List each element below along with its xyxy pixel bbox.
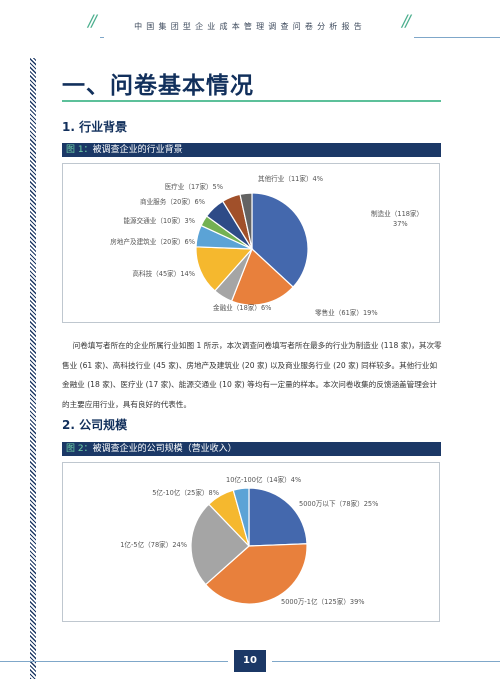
scale-pie-chart: 5000万以下（78家）25% 5000万-1亿（125家）39% 1亿-5亿（78… — [120, 475, 378, 606]
header-rule-left — [100, 37, 104, 38]
subsection-title-industry: 1. 行业背景 — [62, 120, 128, 134]
subsection-title-scale: 2. 公司规模 — [62, 418, 128, 432]
figure-1-panel: 制造业（118家） 37% 零售业（61家）19% 金融业（18家）6% 高科技（45家… — [62, 163, 440, 323]
section-title-rule — [62, 100, 441, 102]
scale-slice-0 — [248, 487, 308, 547]
section-title: 一、问卷基本情况 — [62, 73, 254, 99]
figure-1-caption: 被调查企业的行业背景 — [92, 145, 183, 155]
figure-1-caption-bar: 图 1：被调查企业的行业背景 — [62, 143, 441, 157]
header-title: 中国集团型企业成本管理调查问卷分析报告 — [134, 22, 366, 31]
scale-label-2: 1亿-5亿（78家）24% — [120, 540, 187, 549]
scale-label-1: 5000万-1亿（125家）39% — [281, 597, 365, 606]
industry-label-4: 房地产及建筑业（20家）6% — [110, 237, 195, 246]
industry-label-6: 商业服务（20家）6% — [140, 197, 205, 206]
scale-slice-1 — [204, 543, 308, 605]
footer-rule-right — [272, 661, 500, 662]
industry-label-2: 金融业（18家）6% — [213, 303, 271, 312]
figure-2-panel: 5000万以下（78家）25% 5000万-1亿（125家）39% 1亿-5亿（78… — [62, 462, 440, 622]
figure-2-caption: 被调查企业的公司规模（营业收入） — [92, 444, 237, 454]
industry-slice-0 — [251, 192, 309, 288]
body-paragraph: 问卷填写者所在的企业所属行业如图 1 所示，本次调查问卷填写者所在最多的行业为制… — [62, 336, 442, 414]
scale-label-4: 10亿-100亿（14家）4% — [226, 475, 301, 484]
paragraph-text: 问卷填写者所在的企业所属行业如图 1 所示，本次调查问卷填写者所在最多的行业为制… — [62, 341, 442, 409]
industry-label-5: 能源交通业（10家）3% — [123, 216, 195, 225]
scale-slice-4 — [232, 487, 250, 547]
industry-label-7: 医疗业（17家）5% — [165, 182, 223, 191]
header-slash-left: // — [88, 11, 97, 30]
side-hatch-decoration — [30, 58, 36, 679]
industry-slice-8 — [239, 192, 253, 250]
footer-rule-left — [0, 661, 228, 662]
scale-slice-2 — [190, 503, 250, 586]
industry-label-0: 制造业（118家） 37% — [371, 209, 423, 228]
industry-label-1: 零售业（61家）19% — [315, 308, 378, 317]
figure-2-caption-bar: 图 2：被调查企业的公司规模（营业收入） — [62, 442, 441, 456]
scale-label-0: 5000万以下（78家）25% — [299, 499, 378, 508]
figure-1-number: 图 1： — [66, 145, 93, 155]
scale-label-3: 5亿-10亿（25家）8% — [152, 488, 219, 497]
page-number: 10 — [234, 650, 266, 672]
figure-2-number: 图 2： — [66, 444, 93, 454]
header-slash-right: // — [402, 11, 411, 30]
page-header: // 中国集团型企业成本管理调查问卷分析报告 // — [0, 0, 500, 40]
industry-pie-chart: 制造业（118家） 37% 零售业（61家）19% 金融业（18家）6% 高科技（45家… — [110, 174, 423, 317]
header-rule-right — [414, 37, 500, 38]
industry-label-8: 其他行业（11家）4% — [258, 174, 323, 183]
industry-label-3: 高科技（45家）14% — [132, 269, 195, 278]
